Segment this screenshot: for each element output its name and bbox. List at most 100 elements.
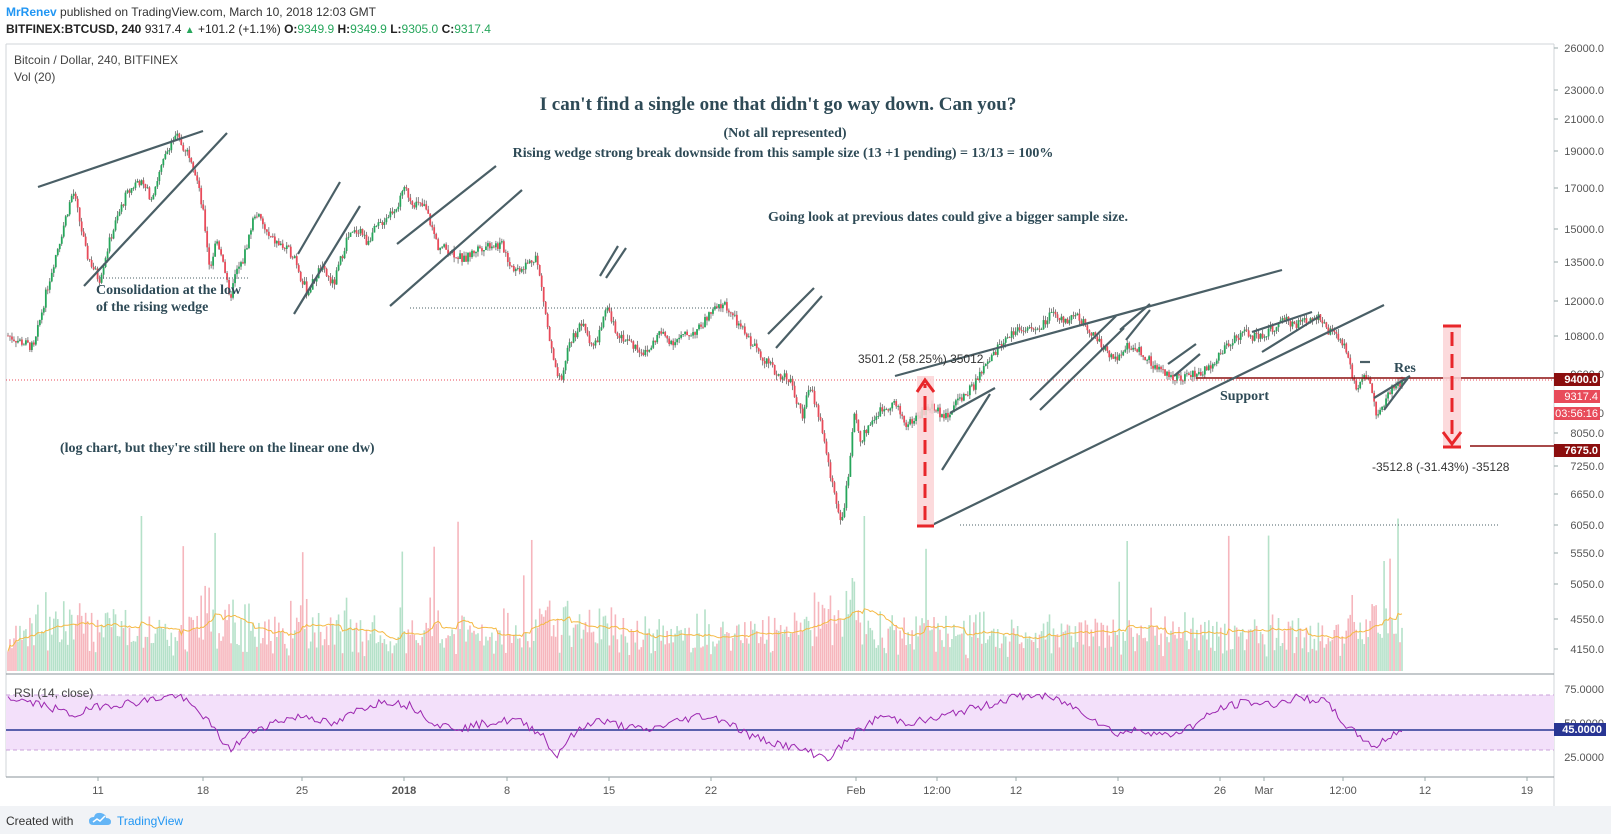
volume-bar — [499, 630, 501, 671]
candle-body — [242, 262, 244, 264]
candle-body — [228, 280, 230, 295]
volume-bar — [789, 633, 792, 671]
volume-bar — [53, 618, 55, 671]
candle-body — [803, 407, 806, 419]
volume-bar — [1357, 638, 1359, 671]
volume-bar — [198, 637, 200, 671]
candle-body — [367, 241, 370, 245]
candle-body — [1337, 333, 1340, 340]
volume-bar — [405, 653, 408, 671]
volume-bars — [7, 516, 1403, 671]
volume-bar — [465, 641, 467, 671]
candle-body — [1184, 374, 1186, 382]
candle-body — [1106, 346, 1109, 351]
candle-body — [1188, 373, 1190, 376]
volume-bar — [574, 624, 577, 671]
volume-bar — [861, 644, 864, 671]
volume-bar — [1080, 622, 1083, 671]
candle-body — [1265, 336, 1268, 338]
volume-bar — [1401, 627, 1403, 671]
tradingview-link[interactable]: TradingView — [117, 814, 184, 828]
rsi-legend[interactable]: RSI (14, close) — [14, 686, 93, 700]
candle-body — [1156, 365, 1158, 370]
candle-body — [1056, 314, 1059, 318]
candle-body — [1303, 318, 1306, 320]
candle-body — [1195, 374, 1198, 377]
candle-body — [735, 314, 738, 326]
volume-bar — [688, 627, 690, 671]
volume-bar — [517, 638, 519, 671]
candle-body — [686, 331, 688, 336]
volume-bar — [76, 615, 79, 671]
candle-body — [1122, 351, 1125, 356]
volume-bar — [60, 639, 63, 671]
volume-bar — [393, 645, 396, 671]
volume-bar — [604, 615, 607, 671]
candle-body — [1002, 342, 1005, 348]
candle-body — [998, 344, 1001, 345]
candle-body — [530, 260, 533, 263]
volume-bar — [1291, 620, 1294, 671]
volume-bar — [1050, 653, 1053, 671]
candle-body — [1201, 374, 1204, 376]
volume-bar — [327, 645, 330, 671]
measure-up-arrow[interactable] — [915, 377, 936, 528]
volume-bar — [449, 636, 451, 671]
candle-body — [138, 180, 141, 186]
volume-bar — [795, 620, 798, 671]
volume-bar — [138, 626, 141, 671]
candle-body — [1098, 338, 1101, 342]
candle-body — [905, 422, 908, 427]
volume-bar — [1144, 637, 1146, 671]
volume-bar — [929, 630, 931, 671]
volume-bar — [1273, 650, 1276, 671]
volume-bar — [1399, 642, 1401, 671]
measure-down-arrow[interactable] — [1441, 324, 1463, 449]
volume-bar — [483, 645, 485, 671]
candle-body — [980, 371, 983, 374]
candle-body — [570, 342, 573, 344]
volume-bar — [1373, 606, 1375, 671]
candle-body — [297, 265, 300, 272]
price-axis[interactable]: 26000.0 23000.0 21000.0 19000.0 17000.0 15000… — [1554, 43, 1604, 656]
candle-body — [441, 246, 444, 248]
low-label: L: — [390, 22, 402, 36]
candle-body — [1215, 360, 1218, 364]
volume-bar — [463, 616, 465, 671]
time-axis[interactable]: 11 18 25 2018 8 15 22 Feb 12:00 12 19 26 Mar 12:00 12 1… — [92, 777, 1533, 797]
volume-bar — [971, 636, 973, 671]
candle-body — [244, 249, 246, 264]
candle-body — [992, 351, 995, 356]
volume-bar — [867, 620, 870, 671]
volume-bar — [1104, 647, 1107, 671]
volume-bar — [176, 640, 179, 671]
candle-body — [522, 269, 525, 270]
wedge-4-top — [599, 245, 619, 277]
volume-bar — [11, 648, 13, 671]
volume-bar — [1136, 633, 1138, 671]
volume-bar — [142, 647, 145, 671]
candle-body — [580, 323, 583, 326]
author-link[interactable]: MrRenev — [6, 5, 57, 19]
wedge-5-bottom — [775, 295, 823, 349]
volume-legend[interactable]: Vol (20) — [14, 70, 55, 84]
candle-body — [295, 256, 298, 266]
volume-bar — [1040, 631, 1043, 671]
price-pane[interactable] — [6, 44, 1554, 674]
volume-bar — [1140, 625, 1142, 671]
chart-canvas[interactable]: Bitcoin / Dollar, 240, BITFINEX Vol (20)… — [0, 42, 1611, 806]
volume-bar — [801, 630, 804, 671]
candle-body — [130, 188, 133, 193]
volume-bar — [1058, 647, 1061, 671]
candle-body — [142, 180, 145, 185]
rising-wedge-lines[interactable] — [37, 129, 1411, 527]
candle-body — [393, 211, 396, 214]
volume-bar — [871, 630, 874, 671]
candle-body — [140, 180, 143, 186]
volume-bar — [835, 623, 838, 671]
series-legend[interactable]: Bitcoin / Dollar, 240, BITFINEX — [14, 53, 178, 67]
volume-bar — [919, 625, 921, 671]
wedge-10-bottom — [1261, 315, 1321, 353]
volume-bar — [983, 611, 985, 671]
volume-bar — [363, 656, 366, 671]
